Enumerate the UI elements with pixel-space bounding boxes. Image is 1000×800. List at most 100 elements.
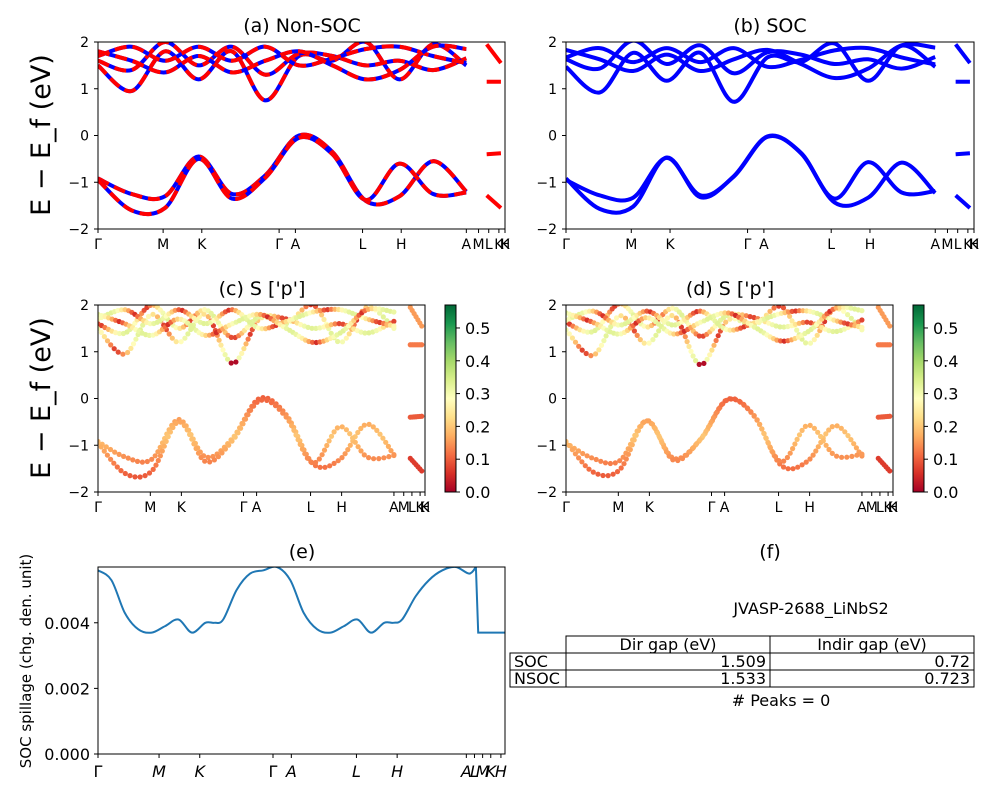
- band-segment: [486, 151, 502, 157]
- band-point: [339, 424, 345, 430]
- y-tick-label: 1: [80, 82, 89, 98]
- panel-c-ylabel: E − E_f (eV): [26, 317, 57, 479]
- band-point: [851, 441, 857, 447]
- band-point: [369, 306, 375, 312]
- colorbar-tick-label: 0.0: [465, 483, 490, 502]
- band-point: [215, 454, 221, 460]
- x-tick-label: M: [144, 500, 156, 516]
- band-point: [629, 442, 635, 448]
- band-point: [165, 434, 171, 440]
- band-point: [741, 401, 747, 407]
- band-point: [708, 419, 714, 425]
- band-point: [810, 452, 816, 458]
- band-point: [153, 462, 159, 468]
- band-point: [107, 446, 114, 453]
- band-line-overlay: [98, 43, 467, 82]
- band-point: [309, 325, 315, 331]
- band-point: [709, 347, 715, 353]
- band-point: [127, 473, 133, 479]
- band-point: [366, 455, 372, 461]
- band-point: [101, 334, 107, 340]
- x-tick-label: Γ: [240, 500, 248, 516]
- band-point: [598, 342, 605, 348]
- band-point: [335, 458, 341, 464]
- panel-b-plot-area: [566, 42, 972, 215]
- x-tick-label: K: [500, 237, 510, 253]
- band-point: [566, 331, 572, 337]
- band-point: [146, 332, 152, 338]
- band-point: [146, 470, 153, 476]
- band-point: [355, 429, 361, 436]
- band-point: [813, 448, 819, 454]
- band-segment: [485, 193, 503, 210]
- band-point: [780, 464, 787, 470]
- band-point: [347, 442, 353, 448]
- band-point: [121, 453, 127, 459]
- band-point: [804, 319, 810, 325]
- band-point: [780, 305, 787, 311]
- band-point: [149, 456, 155, 462]
- band-point: [732, 396, 738, 402]
- band-point: [666, 453, 672, 459]
- band-point: [566, 438, 569, 445]
- band-point: [641, 419, 647, 425]
- band-point: [381, 455, 387, 461]
- band-point: [245, 336, 251, 342]
- band-point: [807, 456, 813, 462]
- band-point: [684, 339, 690, 345]
- band-point: [346, 331, 352, 337]
- x-tick-label: K: [888, 500, 898, 516]
- band-point: [211, 457, 217, 463]
- table-cell: [769, 669, 975, 688]
- band-point: [286, 418, 292, 424]
- band-point: [834, 453, 840, 459]
- x-tick-label: K: [420, 500, 430, 516]
- band-point: [254, 399, 260, 405]
- band-point: [794, 436, 800, 442]
- band-point: [328, 433, 335, 439]
- band-point: [297, 441, 303, 447]
- y-tick-label: −2: [536, 485, 557, 501]
- band-point: [834, 423, 840, 429]
- x-tick-label: H: [804, 500, 815, 516]
- band-point: [377, 310, 383, 316]
- band-point: [139, 459, 145, 465]
- x-tick-label: K: [969, 237, 979, 253]
- panel-c-title: (c) S ['p']: [219, 278, 306, 300]
- band-point: [150, 311, 156, 317]
- x-tick-label: H: [865, 237, 876, 253]
- x-tick-label: L: [876, 500, 884, 516]
- band-point: [781, 324, 787, 330]
- band-point: [787, 450, 793, 456]
- gap-table: Dir gap (eV) Indir gap (eV) SOC 1.509 0.72 NS…: [509, 635, 975, 688]
- x-tick-label: Γ: [269, 762, 278, 781]
- band-point: [326, 438, 332, 444]
- band-point: [295, 437, 301, 443]
- band-point: [713, 337, 719, 344]
- band-point: [696, 333, 702, 339]
- band-point: [784, 454, 791, 461]
- band-point: [184, 427, 190, 433]
- band-point: [859, 324, 865, 330]
- band-point: [572, 339, 579, 345]
- band-point: [316, 456, 322, 462]
- band-line-valence: [566, 133, 936, 215]
- band-point: [796, 432, 803, 438]
- band-point: [391, 323, 397, 329]
- band-point: [163, 438, 169, 444]
- band-point: [744, 405, 750, 411]
- band-point: [600, 472, 606, 479]
- band-point: [419, 468, 425, 474]
- colorbar-tick-label: 0.5: [465, 319, 490, 338]
- band-point: [248, 407, 254, 413]
- band-point: [688, 348, 694, 354]
- band-point: [799, 462, 805, 468]
- band-point: [761, 431, 767, 437]
- panel-e-frame: [97, 566, 506, 755]
- band-point: [243, 341, 249, 347]
- band-point: [332, 306, 338, 312]
- band-point: [251, 403, 257, 409]
- y-tick-label: 2: [80, 35, 89, 51]
- band-point: [792, 441, 798, 447]
- band-point: [383, 439, 389, 445]
